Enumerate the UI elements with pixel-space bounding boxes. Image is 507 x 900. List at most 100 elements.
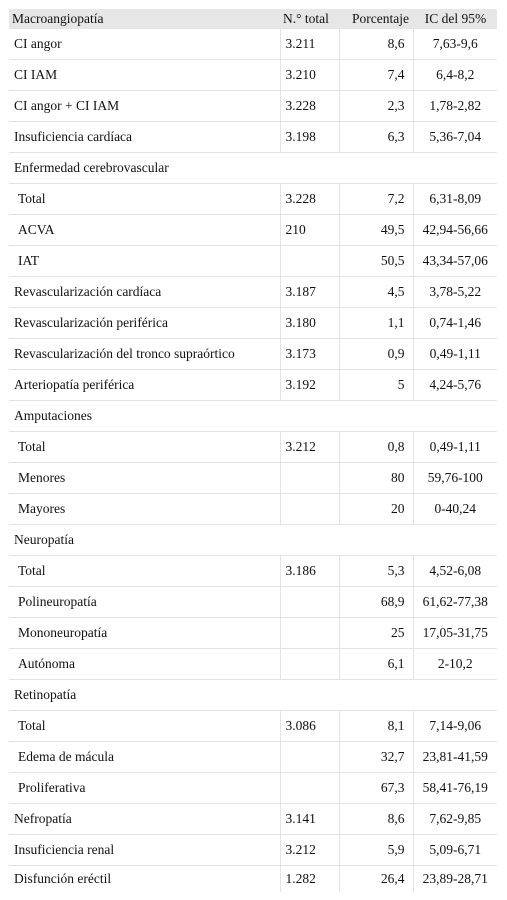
table-row: Nefropatía 3.141 8,6 7,62-9,85 <box>9 803 497 835</box>
row-label: Revascularización periférica <box>9 307 280 339</box>
header-row: Macroangiopatía N.° total Porcentaje IC … <box>9 9 497 29</box>
table-row: Mononeuropatía 25 17,05-31,75 <box>9 617 497 649</box>
table-row: Total 3.212 0,8 0,49-1,11 <box>9 431 497 463</box>
row-total <box>279 245 339 277</box>
row-label: Arteriopatía periférica <box>9 369 280 401</box>
row-label: Total <box>9 183 280 215</box>
row-confidence-interval: 58,41-76,19 <box>412 772 497 804</box>
table-row: Insuficiencia cardíaca 3.198 6,3 5,36-7,04 <box>9 121 497 153</box>
row-confidence-interval: 59,76-100 <box>412 462 497 494</box>
row-percentage <box>339 152 413 184</box>
row-label: IAT <box>9 245 280 277</box>
row-percentage: 8,1 <box>338 710 413 742</box>
table-row: Revascularización del tronco supraórtico… <box>9 338 497 370</box>
table-row: IAT 50,5 43,34-57,06 <box>9 245 497 277</box>
section-label: Amputaciones <box>9 400 280 432</box>
row-total: 3.228 <box>279 183 339 215</box>
table-row: Proliferativa 67,3 58,41-76,19 <box>9 772 497 804</box>
row-total: 3.210 <box>279 59 339 91</box>
row-label: CI angor + CI IAM <box>9 90 280 122</box>
row-label: Menores <box>9 462 280 494</box>
table-row: Mayores 20 0-40,24 <box>9 493 497 525</box>
table-row: CI angor 3.211 8,6 7,63-9,6 <box>9 29 497 60</box>
row-percentage: 80 <box>338 462 413 494</box>
row-confidence-interval: 5,36-7,04 <box>412 121 497 153</box>
row-confidence-interval: 3,78-5,22 <box>412 276 497 308</box>
row-total: 3.180 <box>279 307 339 339</box>
header-ic-95: IC del 95% <box>413 9 497 29</box>
row-percentage: 49,5 <box>338 214 413 246</box>
row-confidence-interval: 6,4-8,2 <box>412 59 497 91</box>
table-body: CI angor 3.211 8,6 7,63-9,6 CI IAM 3.210 7,4 6,… <box>9 29 497 892</box>
row-label: Mayores <box>9 493 280 525</box>
row-percentage <box>339 400 413 432</box>
section-row: Amputaciones <box>9 400 497 432</box>
row-total: 3.187 <box>279 276 339 308</box>
section-row: Neuropatía <box>9 524 497 556</box>
row-percentage: 8,6 <box>338 803 413 835</box>
row-percentage: 25 <box>338 617 413 649</box>
table-row: Menores 80 59,76-100 <box>9 462 497 494</box>
row-percentage: 5,9 <box>338 834 413 866</box>
row-percentage: 4,5 <box>338 276 413 308</box>
row-percentage: 1,1 <box>338 307 413 339</box>
header-porcentaje: Porcentaje <box>339 9 413 29</box>
row-total: 210 <box>279 214 339 246</box>
row-total: 3.173 <box>279 338 339 370</box>
row-label: Insuficiencia renal <box>9 834 280 866</box>
row-label: ACVA <box>9 214 280 246</box>
table-row: Arteriopatía periférica 3.192 5 4,24-5,76 <box>9 369 497 401</box>
section-label: Retinopatía <box>9 679 280 711</box>
row-percentage: 0,8 <box>338 431 413 463</box>
table-row: Polineuropatía 68,9 61,62-77,38 <box>9 586 497 618</box>
row-percentage: 67,3 <box>338 772 413 804</box>
row-total <box>279 617 339 649</box>
row-confidence-interval <box>413 152 497 184</box>
row-percentage: 5,3 <box>338 555 413 587</box>
row-percentage <box>339 524 413 556</box>
row-percentage: 26,4 <box>338 865 413 892</box>
row-label: CI angor <box>9 29 280 60</box>
row-label: Polineuropatía <box>9 586 280 618</box>
row-confidence-interval: 17,05-31,75 <box>412 617 497 649</box>
row-confidence-interval: 43,34-57,06 <box>412 245 497 277</box>
table-row: ACVA 210 49,5 42,94-56,66 <box>9 214 497 246</box>
row-confidence-interval: 0-40,24 <box>412 493 497 525</box>
table-row: Revascularización cardíaca 3.187 4,5 3,78-5… <box>9 276 497 308</box>
row-label: Proliferativa <box>9 772 280 804</box>
row-total: 3.211 <box>279 29 339 60</box>
row-percentage: 0,9 <box>338 338 413 370</box>
row-confidence-interval <box>413 400 497 432</box>
row-confidence-interval: 23,89-28,71 <box>412 865 497 892</box>
row-total <box>279 493 339 525</box>
row-percentage: 5 <box>338 369 413 401</box>
row-percentage: 7,4 <box>338 59 413 91</box>
row-label: Total <box>9 710 280 742</box>
row-label: Revascularización cardíaca <box>9 276 280 308</box>
table-row: Disfunción eréctil 1.282 26,4 23,89-28,71 <box>9 865 497 892</box>
row-percentage: 2,3 <box>338 90 413 122</box>
table-row: Total 3.086 8,1 7,14-9,06 <box>9 710 497 742</box>
row-total: 3.192 <box>279 369 339 401</box>
row-confidence-interval <box>413 679 497 711</box>
row-percentage: 32,7 <box>338 741 413 773</box>
row-confidence-interval: 61,62-77,38 <box>412 586 497 618</box>
row-confidence-interval: 0,49-1,11 <box>412 338 497 370</box>
header-macroangiopatia: Macroangiopatía <box>9 9 280 29</box>
table-row: Total 3.186 5,3 4,52-6,08 <box>9 555 497 587</box>
row-total <box>279 586 339 618</box>
row-total <box>280 679 339 711</box>
table-row: CI angor + CI IAM 3.228 2,3 1,78-2,82 <box>9 90 497 122</box>
row-confidence-interval: 5,09-6,71 <box>412 834 497 866</box>
row-confidence-interval: 42,94-56,66 <box>412 214 497 246</box>
row-percentage <box>339 679 413 711</box>
row-percentage: 6,3 <box>338 121 413 153</box>
section-label: Enfermedad cerebrovascular <box>9 152 280 184</box>
row-total: 3.186 <box>279 555 339 587</box>
row-percentage: 8,6 <box>338 29 413 60</box>
row-confidence-interval: 2-10,2 <box>412 648 497 680</box>
row-total <box>279 648 339 680</box>
header-n-total: N.° total <box>280 9 339 29</box>
section-label: Neuropatía <box>9 524 280 556</box>
